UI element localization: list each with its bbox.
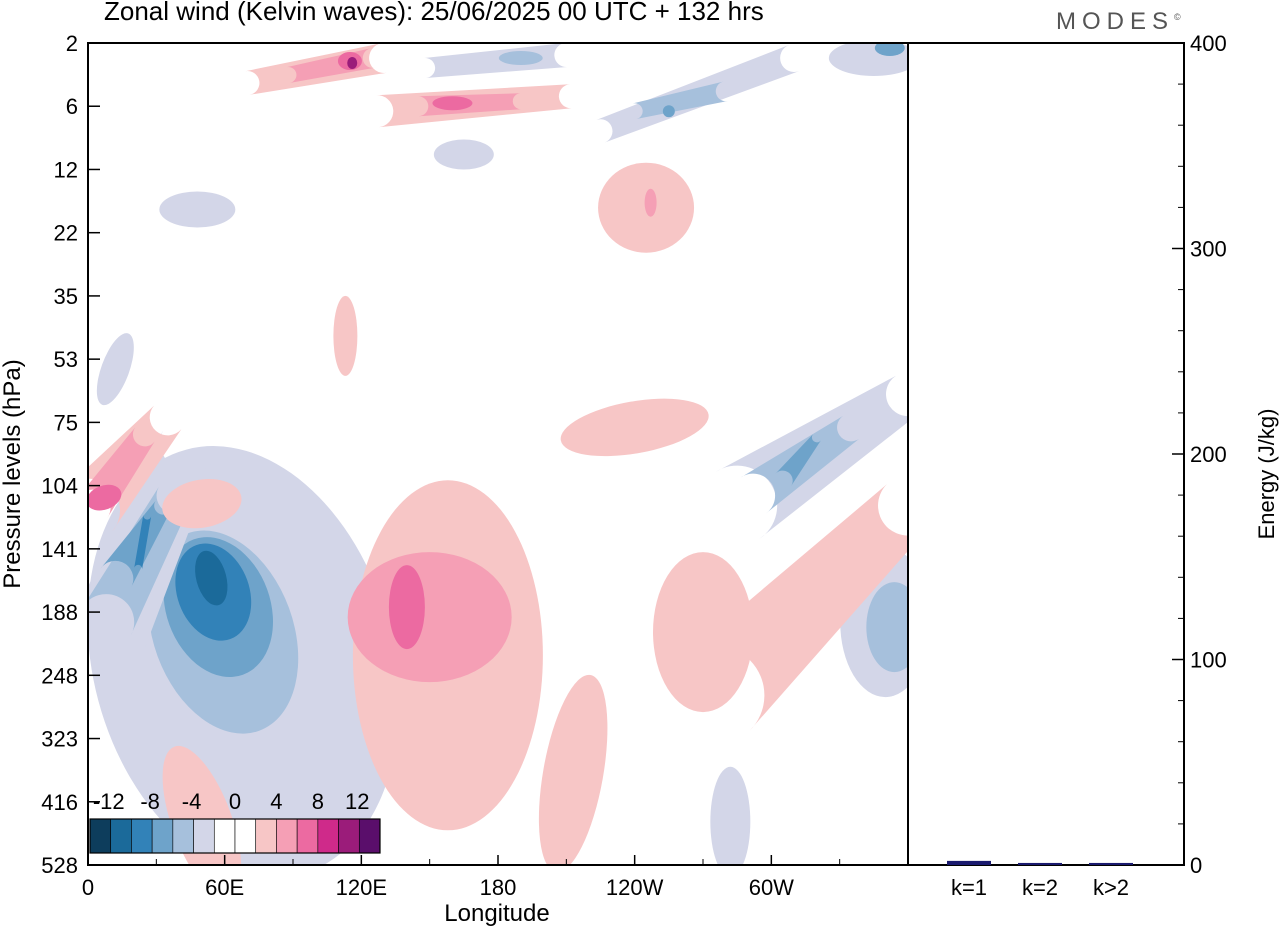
- y-tick-label: 35: [54, 284, 78, 309]
- x-tick-label: 180: [480, 875, 517, 900]
- colorbar-label: 12: [345, 789, 369, 814]
- colorbar-swatch: [317, 818, 339, 854]
- energy-category-label: k>2: [1093, 875, 1129, 900]
- colorbar-label: 0: [229, 789, 241, 814]
- colorbar-swatch: [131, 818, 153, 854]
- energy-category-label: k=1: [951, 875, 987, 900]
- neg-strat-6-l3: [662, 105, 675, 118]
- neg-cell-60e-l5: [195, 550, 228, 606]
- modes-logo: MODES©: [1056, 8, 1181, 36]
- logo-text: MODES: [1056, 8, 1175, 35]
- y-tick-label: 416: [41, 790, 78, 815]
- colorbar-swatch: [110, 818, 132, 854]
- y-tick-label: 22: [54, 221, 78, 246]
- colorbar-swatch: [296, 818, 319, 854]
- energy-axis-label: Energy (J/kg): [1254, 409, 1279, 540]
- contour-fields: [88, 43, 908, 865]
- x-tick-label: 120W: [606, 875, 664, 900]
- y-tick-label: 141: [41, 537, 78, 562]
- pos-strat-2-l4: [347, 57, 358, 69]
- y-tick-label: 6: [66, 94, 78, 119]
- pos-weak-50: [333, 295, 358, 376]
- energy-frame: [907, 42, 1185, 866]
- heatmap-panel: [87, 42, 909, 866]
- colorbar-swatch: [234, 818, 257, 854]
- x-tick-label: 60W: [749, 875, 794, 900]
- energy-bar: [947, 860, 991, 865]
- logo-mark: ©: [1174, 12, 1181, 22]
- colorbar-swatch: [172, 818, 194, 854]
- chart-title: Zonal wind (Kelvin waves): 25/06/2025 00…: [104, 0, 764, 26]
- colorbar-label: 4: [270, 789, 282, 814]
- colorbar-frame: [89, 818, 381, 854]
- neg-weak-low-l2: [710, 766, 751, 865]
- colorbar-label: 8: [312, 789, 324, 814]
- energy-bar: [1018, 862, 1062, 865]
- neg-strat-2-l1: [424, 43, 568, 78]
- neg-weak-35: [159, 191, 236, 228]
- colorbar-swatch: [338, 818, 360, 854]
- pos-strat-22-l2: [644, 188, 657, 217]
- y-tick-label: 188: [41, 600, 78, 625]
- colorbar-swatch: [213, 818, 236, 854]
- pos-cell-180-l3: [388, 565, 425, 650]
- colorbar-swatch: [89, 818, 112, 854]
- pos-cell-80w-l2: [653, 552, 753, 713]
- energy-panel: 0 100 200 300 400 Energy (J/kg) k=1 k=2 k>2: [907, 31, 1279, 900]
- pos-cell-180-l2: [347, 552, 512, 683]
- colorbar-label: -4: [182, 789, 202, 814]
- pos-cell-80w-l1: [679, 484, 908, 732]
- energy-y-tick-label: 0: [1190, 853, 1202, 878]
- y-tick-label: 104: [41, 474, 78, 499]
- neg-weak-14: [433, 139, 494, 170]
- colorbar-swatch: [151, 818, 174, 854]
- x-tick-label: 0: [82, 875, 94, 900]
- neg-strat-6-l2: [632, 81, 728, 120]
- pos-weak-75: [560, 398, 709, 457]
- pos-weak-104: [162, 478, 242, 529]
- neg-band-west-l3: [100, 500, 171, 589]
- x-tick-label: 60E: [205, 875, 244, 900]
- neg-strat-2-l2: [498, 51, 543, 65]
- energy-y-tick-label: 300: [1190, 237, 1227, 262]
- neg-cell-east-l2: [866, 582, 908, 673]
- pos-cell-0-l3: [88, 484, 122, 511]
- neg-strat-ne-l2: [874, 43, 905, 56]
- neg-weak-low-l1: [313, 705, 364, 822]
- neg-band-60w-l3: [774, 434, 821, 487]
- x-tick-label: 120E: [336, 875, 387, 900]
- energy-category-label: k=2: [1022, 875, 1058, 900]
- colorbar-label: -8: [140, 789, 160, 814]
- y-tick-label: 53: [54, 347, 78, 372]
- colorbar-swatch: [255, 818, 277, 854]
- colorbar-swatch: [358, 818, 381, 854]
- y-tick-label: 248: [41, 663, 78, 688]
- y-tick-label: 323: [41, 727, 78, 752]
- pos-weak-low: [538, 674, 608, 865]
- y-tick-label: 528: [41, 853, 78, 878]
- y-tick-label: 12: [54, 157, 78, 182]
- neg-band-west-l4: [134, 514, 152, 570]
- x-axis-label: Longitude: [444, 900, 549, 927]
- neg-weak-53: [96, 333, 134, 406]
- pos-strat-6-l3: [432, 96, 473, 111]
- energy-y-tick-label: 200: [1190, 442, 1227, 467]
- neg-strat-ne-l1: [828, 43, 908, 76]
- y-tick-label: 2: [66, 31, 78, 56]
- y-tick-label: 75: [54, 410, 78, 435]
- energy-bar: [1089, 862, 1133, 865]
- colorbar-swatch: [193, 818, 215, 854]
- y-axis-label: Pressure levels (hPa): [0, 359, 26, 588]
- pos-cell-0-l2: [88, 427, 155, 519]
- energy-y-tick-label: 400: [1190, 31, 1227, 56]
- colorbar-swatch: [276, 818, 298, 854]
- colorbar: -12 -8 -4 0 4 8 12: [89, 789, 381, 854]
- axes: 0 60E 120E 180 120W 60W Longitude 2 6 12 22 35 53 75 1…: [0, 31, 841, 927]
- energy-y-tick-label: 100: [1190, 648, 1227, 673]
